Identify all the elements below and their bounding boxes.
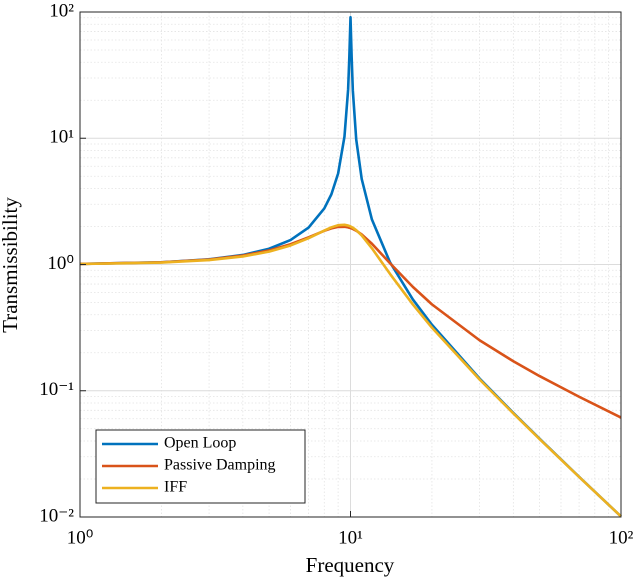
- legend: Open Loop Passive Damping IFF: [95, 429, 306, 504]
- y-tick-label: 10⁻²: [39, 505, 74, 526]
- legend-label: Passive Damping: [164, 457, 276, 474]
- axes: 10⁰ 10¹ 10² 10⁻² 10⁻¹ 10⁰ 10¹ 10²: [39, 0, 633, 548]
- plot-frame: [79, 11, 622, 518]
- x-tick-label: 10²: [609, 527, 634, 548]
- y-tick-label: 10²: [49, 0, 74, 21]
- x-tick-label: 10¹: [338, 527, 363, 548]
- x-tick-label: 10⁰: [67, 527, 94, 548]
- y-tick-label: 10⁻¹: [39, 379, 74, 400]
- plot-lines: [79, 15, 622, 518]
- y-tick-label: 10¹: [49, 127, 74, 148]
- legend-label: Open Loop: [164, 435, 236, 452]
- legend-label: IFF: [164, 479, 187, 496]
- series-line: [79, 223, 622, 518]
- y-axis-label: Transmissibility: [0, 197, 22, 333]
- y-tick-label: 10⁰: [47, 253, 74, 274]
- x-axis-label: Frequency: [306, 553, 395, 577]
